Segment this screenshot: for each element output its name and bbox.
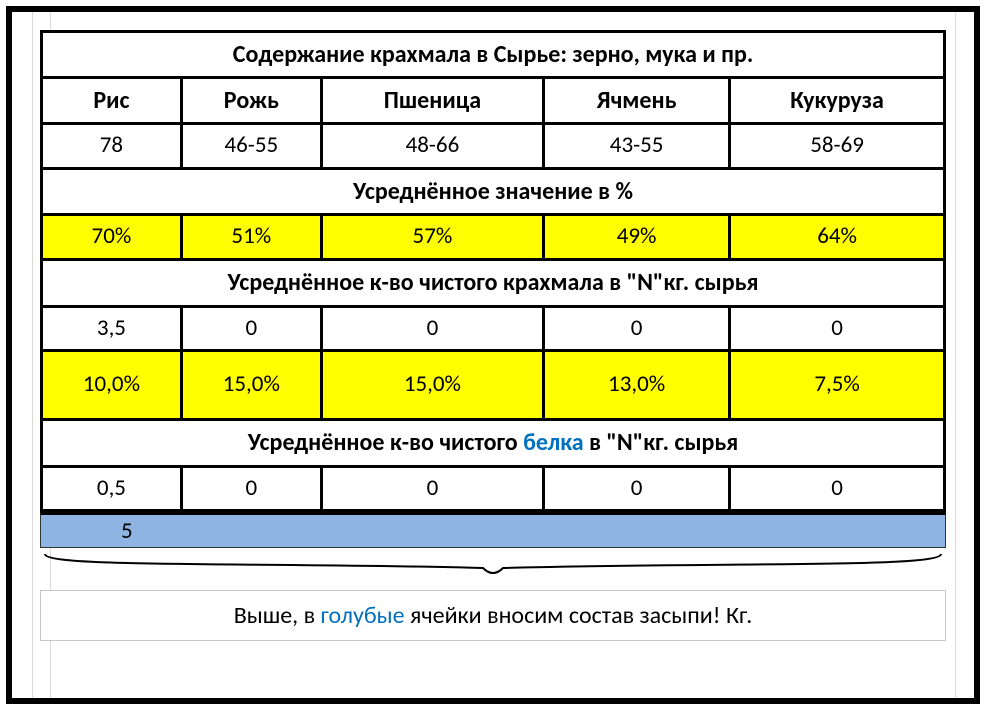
range-cell: 46-55 <box>181 124 321 169</box>
section-protein-kg: Усреднённое к-во чистого белка в "N"кг. … <box>42 420 945 466</box>
section3-post: в "N"кг. сырья <box>584 428 739 457</box>
footer-blue: голубые <box>321 601 405 630</box>
input-bar-value: 5 <box>121 517 133 545</box>
col-header: Рис <box>42 78 182 124</box>
section3-blue: белка <box>523 428 584 457</box>
range-cell: 78 <box>42 124 182 169</box>
section-avg-pct: Усреднённое значение в % <box>42 169 945 215</box>
protein-pct-cell: 13,0% <box>544 351 730 420</box>
footer-pre: Выше, в <box>234 601 321 630</box>
avg-pct-cell: 49% <box>544 215 730 260</box>
range-cell: 48-66 <box>321 124 543 169</box>
avg-pct-cell: 57% <box>321 215 543 260</box>
input-bar[interactable]: 5 <box>40 512 946 548</box>
starch-table: Содержание крахмала в Сырье: зерно, мука… <box>40 30 946 512</box>
protein-pct-cell: 10,0% <box>42 351 182 420</box>
avg-pct-cell: 64% <box>730 215 945 260</box>
protein-kg-cell: 0 <box>181 466 321 511</box>
spreadsheet-frame: HomeDistiller.ru Содержание крахмала в С… <box>6 6 980 704</box>
range-cell: 58-69 <box>730 124 945 169</box>
avg-pct-cell: 70% <box>42 215 182 260</box>
protein-pct-cell: 15,0% <box>181 351 321 420</box>
col-header: Кукуруза <box>730 78 945 124</box>
protein-kg-cell: 0,5 <box>42 466 182 511</box>
protein-pct-cell: 7,5% <box>730 351 945 420</box>
protein-kg-cell: 0 <box>544 466 730 511</box>
col-header: Ячмень <box>544 78 730 124</box>
col-header: Пшеница <box>321 78 543 124</box>
starch-kg-cell: 0 <box>730 306 945 351</box>
footer-note: Выше, в голубые ячейки вносим состав зас… <box>40 590 946 641</box>
range-cell: 43-55 <box>544 124 730 169</box>
section3-pre: Усреднённое к-во чистого <box>248 428 523 457</box>
starch-kg-cell: 3,5 <box>42 306 182 351</box>
col-header: Рожь <box>181 78 321 124</box>
starch-kg-cell: 0 <box>321 306 543 351</box>
brace-icon <box>40 550 946 584</box>
avg-pct-cell: 51% <box>181 215 321 260</box>
protein-kg-cell: 0 <box>321 466 543 511</box>
footer-post: ячейки вносим состав засыпи! Кг. <box>405 601 753 630</box>
starch-kg-cell: 0 <box>181 306 321 351</box>
table-title: Содержание крахмала в Сырье: зерно, мука… <box>42 32 945 78</box>
starch-kg-cell: 0 <box>544 306 730 351</box>
protein-pct-cell: 15,0% <box>321 351 543 420</box>
protein-kg-cell: 0 <box>730 466 945 511</box>
section-starch-kg: Усреднённое к-во чистого крахмала в "N"к… <box>42 260 945 306</box>
